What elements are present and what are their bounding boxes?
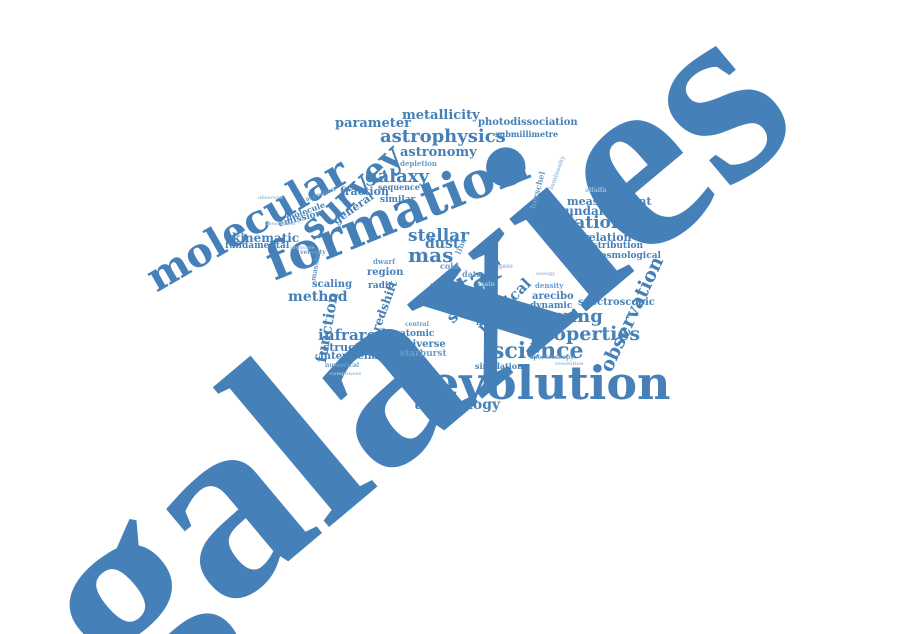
word-resolution: resolution [555,361,584,367]
word-galaxies: galaxies [0,0,842,634]
word-model: model [476,317,504,327]
word-distribution: distribution [583,241,644,251]
word-velocity: velocity [300,249,326,256]
word-numerical: numerical [325,362,360,369]
word-mas: mas [408,243,454,267]
word-depletion: depletion [400,159,438,168]
word-component: component [330,371,362,377]
word-central: central [405,321,429,328]
word-sequence: sequence [378,182,420,192]
word-stellar: stellar [408,226,470,246]
word-scaling: scaling [312,279,353,290]
word-fundamental: fundamental [225,241,290,251]
word-properties: properties [530,323,641,345]
word-interstellar: interstellar [320,351,384,362]
word-density: density [535,281,564,290]
word-evolution: evolution [430,356,671,410]
word-metallicity: metallicity [402,108,480,123]
word-legacy: legacy [426,291,462,302]
word-method: method [288,289,348,305]
word-forming: forming [522,306,603,327]
word-starburst: starburst [400,349,447,359]
word-atomic: atomic [400,329,435,339]
word-dust: dust [425,236,460,252]
word-data: data [462,269,482,279]
word-pressure: pressure [290,245,315,251]
word-similar: similar [380,195,416,205]
word-submillimetre: submillimetre [495,129,559,139]
word-gass: gass [498,263,513,270]
word-infrared: infrared [318,326,387,344]
word-absorption: absorption [265,221,296,227]
word-observed: observed [258,195,284,201]
word-spectroscopy: spectroscopy [530,354,574,361]
word-universe: universe [398,339,446,350]
word-measurement: measurement [567,195,652,208]
word-cosmological: cosmological [595,251,661,261]
word-dynamic: dynamic [530,301,573,311]
word-dwarf: dwarf [373,257,396,266]
word-abundance: abundance [549,204,623,218]
word-arecibo: arecibo [532,291,574,302]
word-structure: structure [323,341,381,354]
word-radio: radio [368,281,395,291]
word-main: main [478,281,495,288]
word-correlation: correlation [563,231,632,244]
word-astronomy: astronomy [400,145,477,160]
word-science: science [492,338,584,364]
word-fraction: fraction [340,185,389,198]
word-energy: energy [536,271,556,277]
word-kinematic: kinematic [232,231,300,245]
word-region: region [367,267,404,278]
word-local: local [430,282,452,292]
word-photodissociation: photodissociation [478,117,578,128]
word-galaxy: galaxy [365,166,429,187]
word-technology: technology [414,397,501,413]
word-relation: relation [548,213,624,233]
word-alfalfa: alfalfa [585,187,607,194]
word-simulation: simulation [475,361,523,371]
word-parameter: parameter [335,116,411,131]
word-cold: cold [440,261,459,271]
word-astrophysics: astrophysics [380,126,506,147]
word-spectroscopic: spectroscopic [578,297,655,308]
